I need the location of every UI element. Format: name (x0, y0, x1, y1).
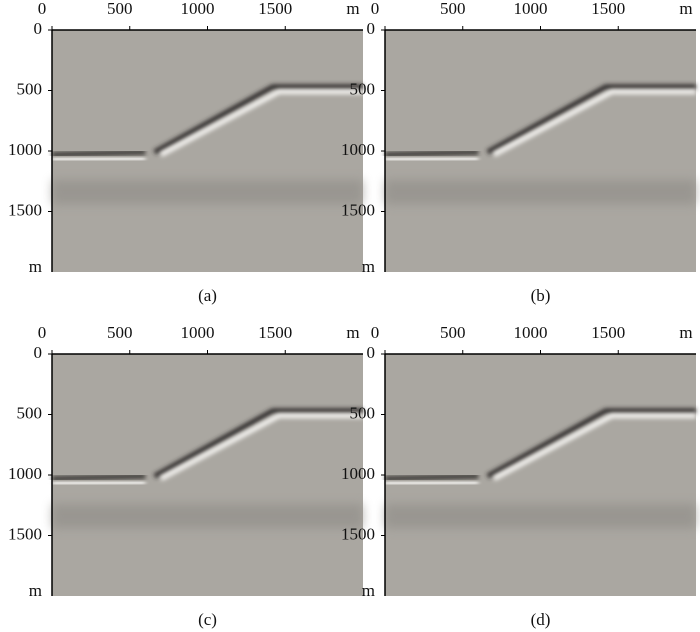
x-tick-label: 1500 (591, 323, 625, 342)
reflector (159, 89, 363, 157)
y-tick-label: 500 (350, 79, 376, 98)
reflector (384, 479, 479, 486)
y-tick-label: 1000 (341, 464, 375, 483)
reflector (492, 413, 696, 481)
reflector (492, 89, 696, 157)
x-tick-label: 1500 (591, 0, 625, 18)
caption: (d) (531, 610, 551, 629)
panel: 0 500 1000 1500 0 500 1000 1500 m m (b) (341, 0, 696, 305)
x-tick-label: 500 (440, 0, 466, 18)
y-unit: m (29, 581, 42, 600)
reflector (159, 413, 363, 481)
y-tick-label: 500 (17, 403, 43, 422)
y-tick-label: 1500 (341, 524, 375, 543)
y-tick-label: 1500 (341, 200, 375, 219)
seismic-image (51, 354, 363, 596)
x-tick-label: 1000 (181, 0, 215, 18)
x-tick-label: 1000 (514, 0, 548, 18)
x-unit: m (346, 0, 359, 18)
reflector (384, 473, 479, 482)
caption: (c) (198, 610, 217, 629)
reflector (51, 473, 146, 482)
shade (385, 180, 696, 205)
y-tick-label: 0 (34, 343, 43, 362)
caption: (a) (198, 286, 217, 305)
x-tick-label: 500 (107, 0, 133, 18)
reflector (486, 84, 696, 155)
seismic-image (51, 30, 363, 272)
x-tick-label: 1500 (258, 0, 292, 18)
y-tick-label: 500 (350, 403, 376, 422)
reflector (51, 479, 146, 486)
x-unit: m (679, 0, 692, 18)
y-tick-label: 1000 (8, 464, 42, 483)
y-tick-label: 500 (17, 79, 43, 98)
x-tick-label: 500 (107, 323, 133, 342)
x-tick-label: 1000 (181, 323, 215, 342)
y-unit: m (362, 581, 375, 600)
panel: 0 500 1000 1500 0 500 1000 1500 m m (a) (8, 0, 363, 305)
reflector (51, 149, 146, 158)
panel: 0 500 1000 1500 0 500 1000 1500 m m (c) (8, 323, 363, 629)
x-tick-label: 1000 (514, 323, 548, 342)
panel: 0 500 1000 1500 0 500 1000 1500 m m (d) (341, 323, 696, 629)
shade (385, 504, 696, 529)
reflector (153, 84, 363, 155)
y-tick-label: 0 (367, 19, 376, 38)
x-tick-label: 1500 (258, 323, 292, 342)
shade (52, 180, 363, 205)
reflector (153, 408, 363, 479)
x-unit: m (346, 323, 359, 342)
y-tick-label: 0 (34, 19, 43, 38)
x-unit: m (679, 323, 692, 342)
caption: (b) (531, 286, 551, 305)
y-unit: m (29, 257, 42, 276)
seismic-image (384, 354, 696, 596)
x-tick-label: 500 (440, 323, 466, 342)
y-tick-label: 1000 (8, 140, 42, 159)
reflector (51, 155, 146, 162)
y-tick-label: 1500 (8, 200, 42, 219)
y-tick-label: 1000 (341, 140, 375, 159)
x-tick-label: 0 (38, 0, 47, 18)
x-tick-label: 0 (371, 323, 380, 342)
reflector (486, 408, 696, 479)
y-tick-label: 1500 (8, 524, 42, 543)
shade (52, 504, 363, 529)
y-unit: m (362, 257, 375, 276)
reflector (384, 155, 479, 162)
x-tick-label: 0 (38, 323, 47, 342)
reflector (384, 149, 479, 158)
x-tick-label: 0 (371, 0, 380, 18)
seismic-image (384, 30, 696, 272)
y-tick-label: 0 (367, 343, 376, 362)
